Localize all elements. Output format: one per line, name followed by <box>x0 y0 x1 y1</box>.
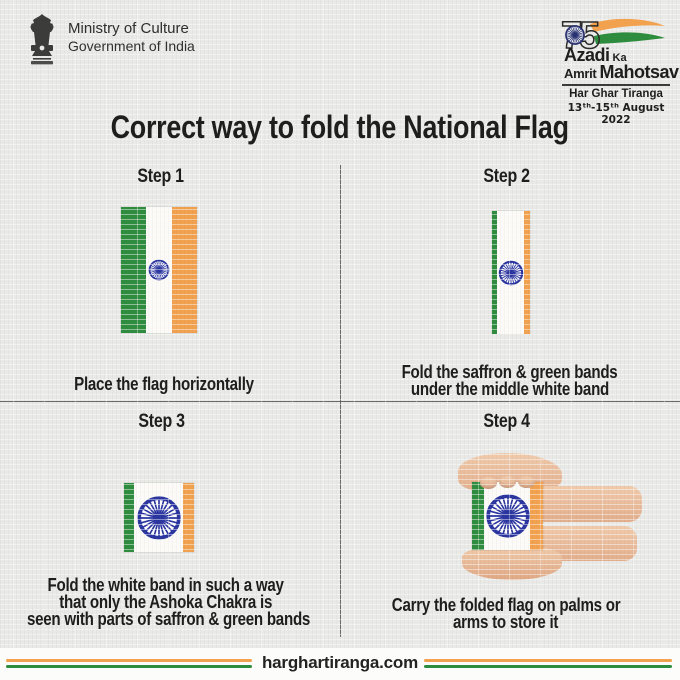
ministry-name: Ministry of Culture <box>68 20 189 37</box>
saffron-band <box>524 211 530 334</box>
step-3-caption: Fold the white band in such a way that o… <box>26 575 311 629</box>
ka-text: Ka <box>612 52 627 64</box>
saffron-band <box>183 483 194 552</box>
logo-chakra-icon <box>565 25 585 45</box>
fingertip <box>499 476 516 488</box>
fingertip <box>518 476 535 488</box>
flag-step1-unfolded <box>121 207 197 333</box>
ashoka-chakra-icon <box>137 495 181 540</box>
website-url: harghartiranga.com <box>261 653 419 672</box>
azadi-75-logo-icon: 75 <box>560 14 665 54</box>
campaign-divider-line <box>562 84 670 86</box>
amrit-text: Amrit <box>564 66 597 81</box>
footer-bar: harghartiranga.com <box>0 648 680 680</box>
step-1-caption: Place the flag horizontally <box>74 374 254 394</box>
amrit-mahotsav-line: Amrit Mahotsav <box>564 62 679 83</box>
ashoka-chakra-icon <box>148 259 170 281</box>
saffron-line <box>6 659 252 662</box>
flag-step4-folded-square <box>472 482 543 550</box>
top-forearm <box>540 486 642 522</box>
government-name: Government of India <box>68 38 195 54</box>
green-line <box>424 665 672 668</box>
bottom-hand <box>462 547 562 580</box>
azadi-text: Azadi <box>564 45 610 65</box>
step-3-label: Step 3 <box>138 411 186 432</box>
saffron-line <box>424 659 672 662</box>
ashoka-chakra-icon <box>485 494 530 538</box>
government-identity: Ministry of Culture Government of India <box>27 13 195 65</box>
green-band <box>492 211 497 334</box>
ashoka-chakra-icon <box>498 260 524 285</box>
saffron-band <box>530 482 543 550</box>
step-2-label: Step 2 <box>483 166 531 187</box>
horizontal-divider <box>0 401 680 402</box>
campaign-dates: 13ᵗʰ-15ᵗʰ August 2022 <box>567 102 665 126</box>
green-band <box>124 483 134 552</box>
green-line <box>6 665 252 668</box>
saffron-band <box>172 207 197 333</box>
tricolor-line-right <box>424 659 672 668</box>
azadi-ka-line: Azadi Ka <box>564 45 627 66</box>
green-band <box>121 207 146 333</box>
page-title: Correct way to fold the National Flag <box>110 109 570 145</box>
hands-holding-flag-illustration <box>440 448 650 583</box>
fingertip <box>480 477 497 489</box>
national-emblem-icon <box>30 14 54 65</box>
flag-step2-folded-strip <box>492 211 530 334</box>
step-4-caption: Carry the folded flag on palms or arms t… <box>391 595 621 632</box>
tricolor-line-left <box>6 659 252 668</box>
step-2-caption: Fold the saffron & green bands under the… <box>402 362 618 399</box>
har-ghar-tiranga-label: Har Ghar Tiranga <box>569 88 663 100</box>
green-ribbon <box>594 32 665 44</box>
saffron-ribbon <box>590 18 665 32</box>
mahotsav-text: Mahotsav <box>599 62 679 82</box>
step-1-label: Step 1 <box>137 166 185 187</box>
step-4-label: Step 4 <box>483 411 531 432</box>
flag-step3-folded-square <box>124 483 194 552</box>
green-band <box>472 482 484 550</box>
